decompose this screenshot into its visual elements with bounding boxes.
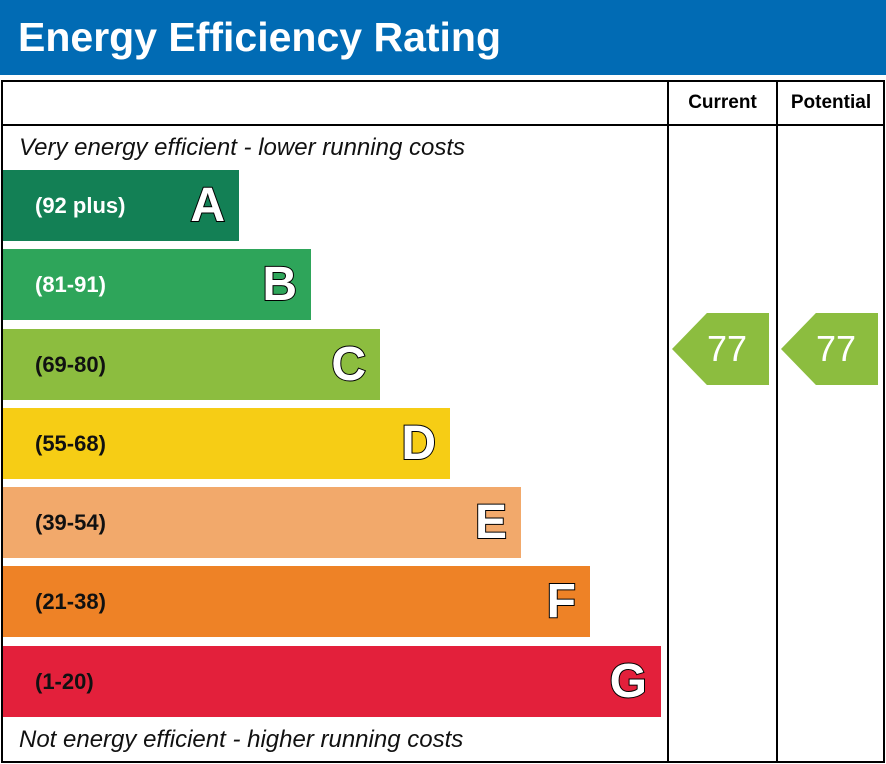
band-a: (92 plus) A bbox=[3, 170, 239, 241]
band-letter: E bbox=[474, 495, 508, 550]
band-f: (21-38) F bbox=[3, 566, 590, 637]
band-b: (81-91) B bbox=[3, 249, 311, 320]
column-divider bbox=[776, 80, 778, 763]
band-letter: C bbox=[330, 337, 367, 392]
rating-table bbox=[1, 80, 885, 763]
current-rating-value: 77 bbox=[706, 328, 747, 369]
band-letter: B bbox=[261, 257, 298, 312]
band-letter: F bbox=[546, 574, 577, 629]
band-range: (55-68) bbox=[35, 431, 106, 456]
bottom-note: Not energy efficient - higher running co… bbox=[19, 726, 464, 753]
header-divider bbox=[1, 124, 885, 126]
page-title: Energy Efficiency Rating bbox=[0, 0, 886, 75]
column-header-current: Current bbox=[688, 92, 757, 113]
potential-rating-arrow: 77 bbox=[781, 313, 878, 385]
band-c: (69-80) C bbox=[3, 329, 380, 400]
potential-rating-value: 77 bbox=[815, 328, 856, 369]
band-range: (69-80) bbox=[35, 352, 106, 377]
column-divider bbox=[667, 80, 669, 763]
top-note: Very energy efficient - lower running co… bbox=[19, 134, 465, 161]
column-header-potential: Potential bbox=[790, 92, 872, 113]
band-letter: D bbox=[400, 416, 437, 471]
band-range: (81-91) bbox=[35, 272, 106, 297]
band-range: (92 plus) bbox=[35, 193, 126, 218]
band-range: (21-38) bbox=[35, 589, 106, 614]
band-range: (39-54) bbox=[35, 510, 106, 535]
band-letter: G bbox=[609, 654, 648, 709]
band-d: (55-68) D bbox=[3, 408, 450, 479]
band-letter: A bbox=[189, 178, 226, 233]
band-range: (1-20) bbox=[35, 669, 94, 694]
band-e: (39-54) E bbox=[3, 487, 521, 558]
band-g: (1-20) G bbox=[3, 646, 661, 717]
